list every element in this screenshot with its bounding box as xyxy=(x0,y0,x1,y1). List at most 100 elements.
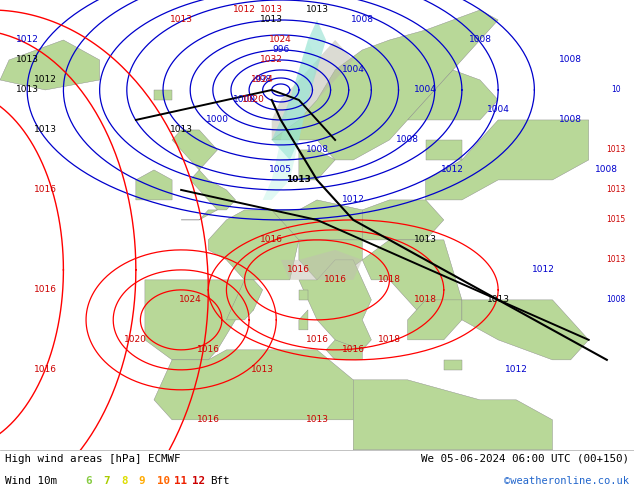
Polygon shape xyxy=(272,200,362,240)
Text: 1008: 1008 xyxy=(559,116,582,124)
Text: 1012: 1012 xyxy=(34,75,56,84)
Text: 10: 10 xyxy=(611,85,621,95)
Polygon shape xyxy=(154,90,172,100)
Text: 1015: 1015 xyxy=(606,216,626,224)
Text: 1016: 1016 xyxy=(197,345,220,354)
Text: 1008: 1008 xyxy=(306,146,328,154)
Text: 1004: 1004 xyxy=(414,85,437,95)
Polygon shape xyxy=(408,70,498,120)
Text: 1013: 1013 xyxy=(306,5,328,15)
Polygon shape xyxy=(281,250,362,280)
Text: 1024: 1024 xyxy=(251,75,274,84)
Text: 1008: 1008 xyxy=(396,135,419,145)
Text: 1008: 1008 xyxy=(559,55,582,65)
Text: 1020: 1020 xyxy=(242,96,265,104)
Text: 1016: 1016 xyxy=(260,235,283,245)
Text: 1012: 1012 xyxy=(441,166,464,174)
Text: 10: 10 xyxy=(157,476,170,486)
Text: We 05-06-2024 06:00 UTC (00+150): We 05-06-2024 06:00 UTC (00+150) xyxy=(421,454,629,464)
Text: 1013: 1013 xyxy=(16,55,39,65)
Text: 1013: 1013 xyxy=(487,295,510,304)
Polygon shape xyxy=(226,280,262,320)
Polygon shape xyxy=(209,210,299,280)
Text: 1012: 1012 xyxy=(233,5,256,15)
Text: Bft: Bft xyxy=(210,476,230,486)
Text: 1016: 1016 xyxy=(34,185,57,195)
Text: 1008: 1008 xyxy=(606,295,626,304)
Text: 1016: 1016 xyxy=(323,275,347,284)
Polygon shape xyxy=(172,130,235,220)
Text: 1013: 1013 xyxy=(606,185,626,195)
Text: 1012: 1012 xyxy=(505,366,527,374)
Polygon shape xyxy=(272,10,498,160)
Text: 1000: 1000 xyxy=(233,96,256,104)
Text: 998: 998 xyxy=(254,75,271,84)
Text: 1016: 1016 xyxy=(342,345,365,354)
Text: 1018: 1018 xyxy=(378,335,401,344)
Text: 1016: 1016 xyxy=(34,285,57,294)
Text: 1024: 1024 xyxy=(179,295,202,304)
Text: 1013: 1013 xyxy=(170,125,193,134)
Polygon shape xyxy=(272,40,353,140)
Text: 1018: 1018 xyxy=(378,275,401,284)
Text: 1013: 1013 xyxy=(16,85,39,95)
Text: 1005: 1005 xyxy=(269,166,292,174)
Text: 1012: 1012 xyxy=(16,35,39,45)
Text: 1013: 1013 xyxy=(251,366,274,374)
Polygon shape xyxy=(299,240,362,280)
Text: 1013: 1013 xyxy=(260,16,283,24)
Text: Wind 10m: Wind 10m xyxy=(5,476,57,486)
Text: 1013: 1013 xyxy=(606,146,626,154)
Text: 1012: 1012 xyxy=(342,196,365,204)
Text: 1020: 1020 xyxy=(124,335,147,344)
Polygon shape xyxy=(0,40,100,90)
Polygon shape xyxy=(299,290,308,300)
Polygon shape xyxy=(444,360,462,370)
Text: 1008: 1008 xyxy=(595,166,618,174)
Text: 1008: 1008 xyxy=(469,35,491,45)
Text: 1016: 1016 xyxy=(287,266,311,274)
Polygon shape xyxy=(408,300,462,340)
Polygon shape xyxy=(462,300,589,360)
Polygon shape xyxy=(272,20,326,200)
Polygon shape xyxy=(299,260,372,350)
Text: 1016: 1016 xyxy=(306,335,328,344)
Text: 1013: 1013 xyxy=(287,175,311,184)
Text: 7: 7 xyxy=(103,476,110,486)
Text: ©weatheronline.co.uk: ©weatheronline.co.uk xyxy=(504,476,629,486)
Text: 1004: 1004 xyxy=(342,66,365,74)
Text: 1008: 1008 xyxy=(351,16,374,24)
Text: 1013: 1013 xyxy=(170,16,193,24)
Text: 9: 9 xyxy=(139,476,145,486)
Text: 6: 6 xyxy=(86,476,92,486)
Text: 1013: 1013 xyxy=(34,125,57,134)
Text: 8: 8 xyxy=(121,476,127,486)
Text: 1013: 1013 xyxy=(606,255,626,265)
Polygon shape xyxy=(136,170,172,200)
Polygon shape xyxy=(362,240,462,320)
Text: 1012: 1012 xyxy=(532,266,555,274)
Text: 996: 996 xyxy=(272,46,289,54)
Polygon shape xyxy=(425,120,589,200)
Polygon shape xyxy=(425,140,462,160)
Text: 1013: 1013 xyxy=(306,416,328,424)
Text: 1016: 1016 xyxy=(197,416,220,424)
Text: 12: 12 xyxy=(192,476,205,486)
Text: 1032: 1032 xyxy=(261,55,283,65)
Polygon shape xyxy=(353,380,552,450)
Polygon shape xyxy=(299,310,308,330)
Polygon shape xyxy=(362,200,444,240)
Polygon shape xyxy=(262,40,317,200)
Text: 1016: 1016 xyxy=(34,366,57,374)
Polygon shape xyxy=(326,340,362,360)
Text: High wind areas [hPa] ECMWF: High wind areas [hPa] ECMWF xyxy=(5,454,181,464)
Text: 1024: 1024 xyxy=(269,35,292,45)
Polygon shape xyxy=(299,150,335,180)
Text: 1018: 1018 xyxy=(414,295,437,304)
Text: 1000: 1000 xyxy=(206,116,229,124)
Text: 1004: 1004 xyxy=(487,105,510,115)
Polygon shape xyxy=(154,350,353,420)
Text: 11: 11 xyxy=(174,476,188,486)
Text: 1013: 1013 xyxy=(414,235,437,245)
Text: 1013: 1013 xyxy=(260,5,283,15)
